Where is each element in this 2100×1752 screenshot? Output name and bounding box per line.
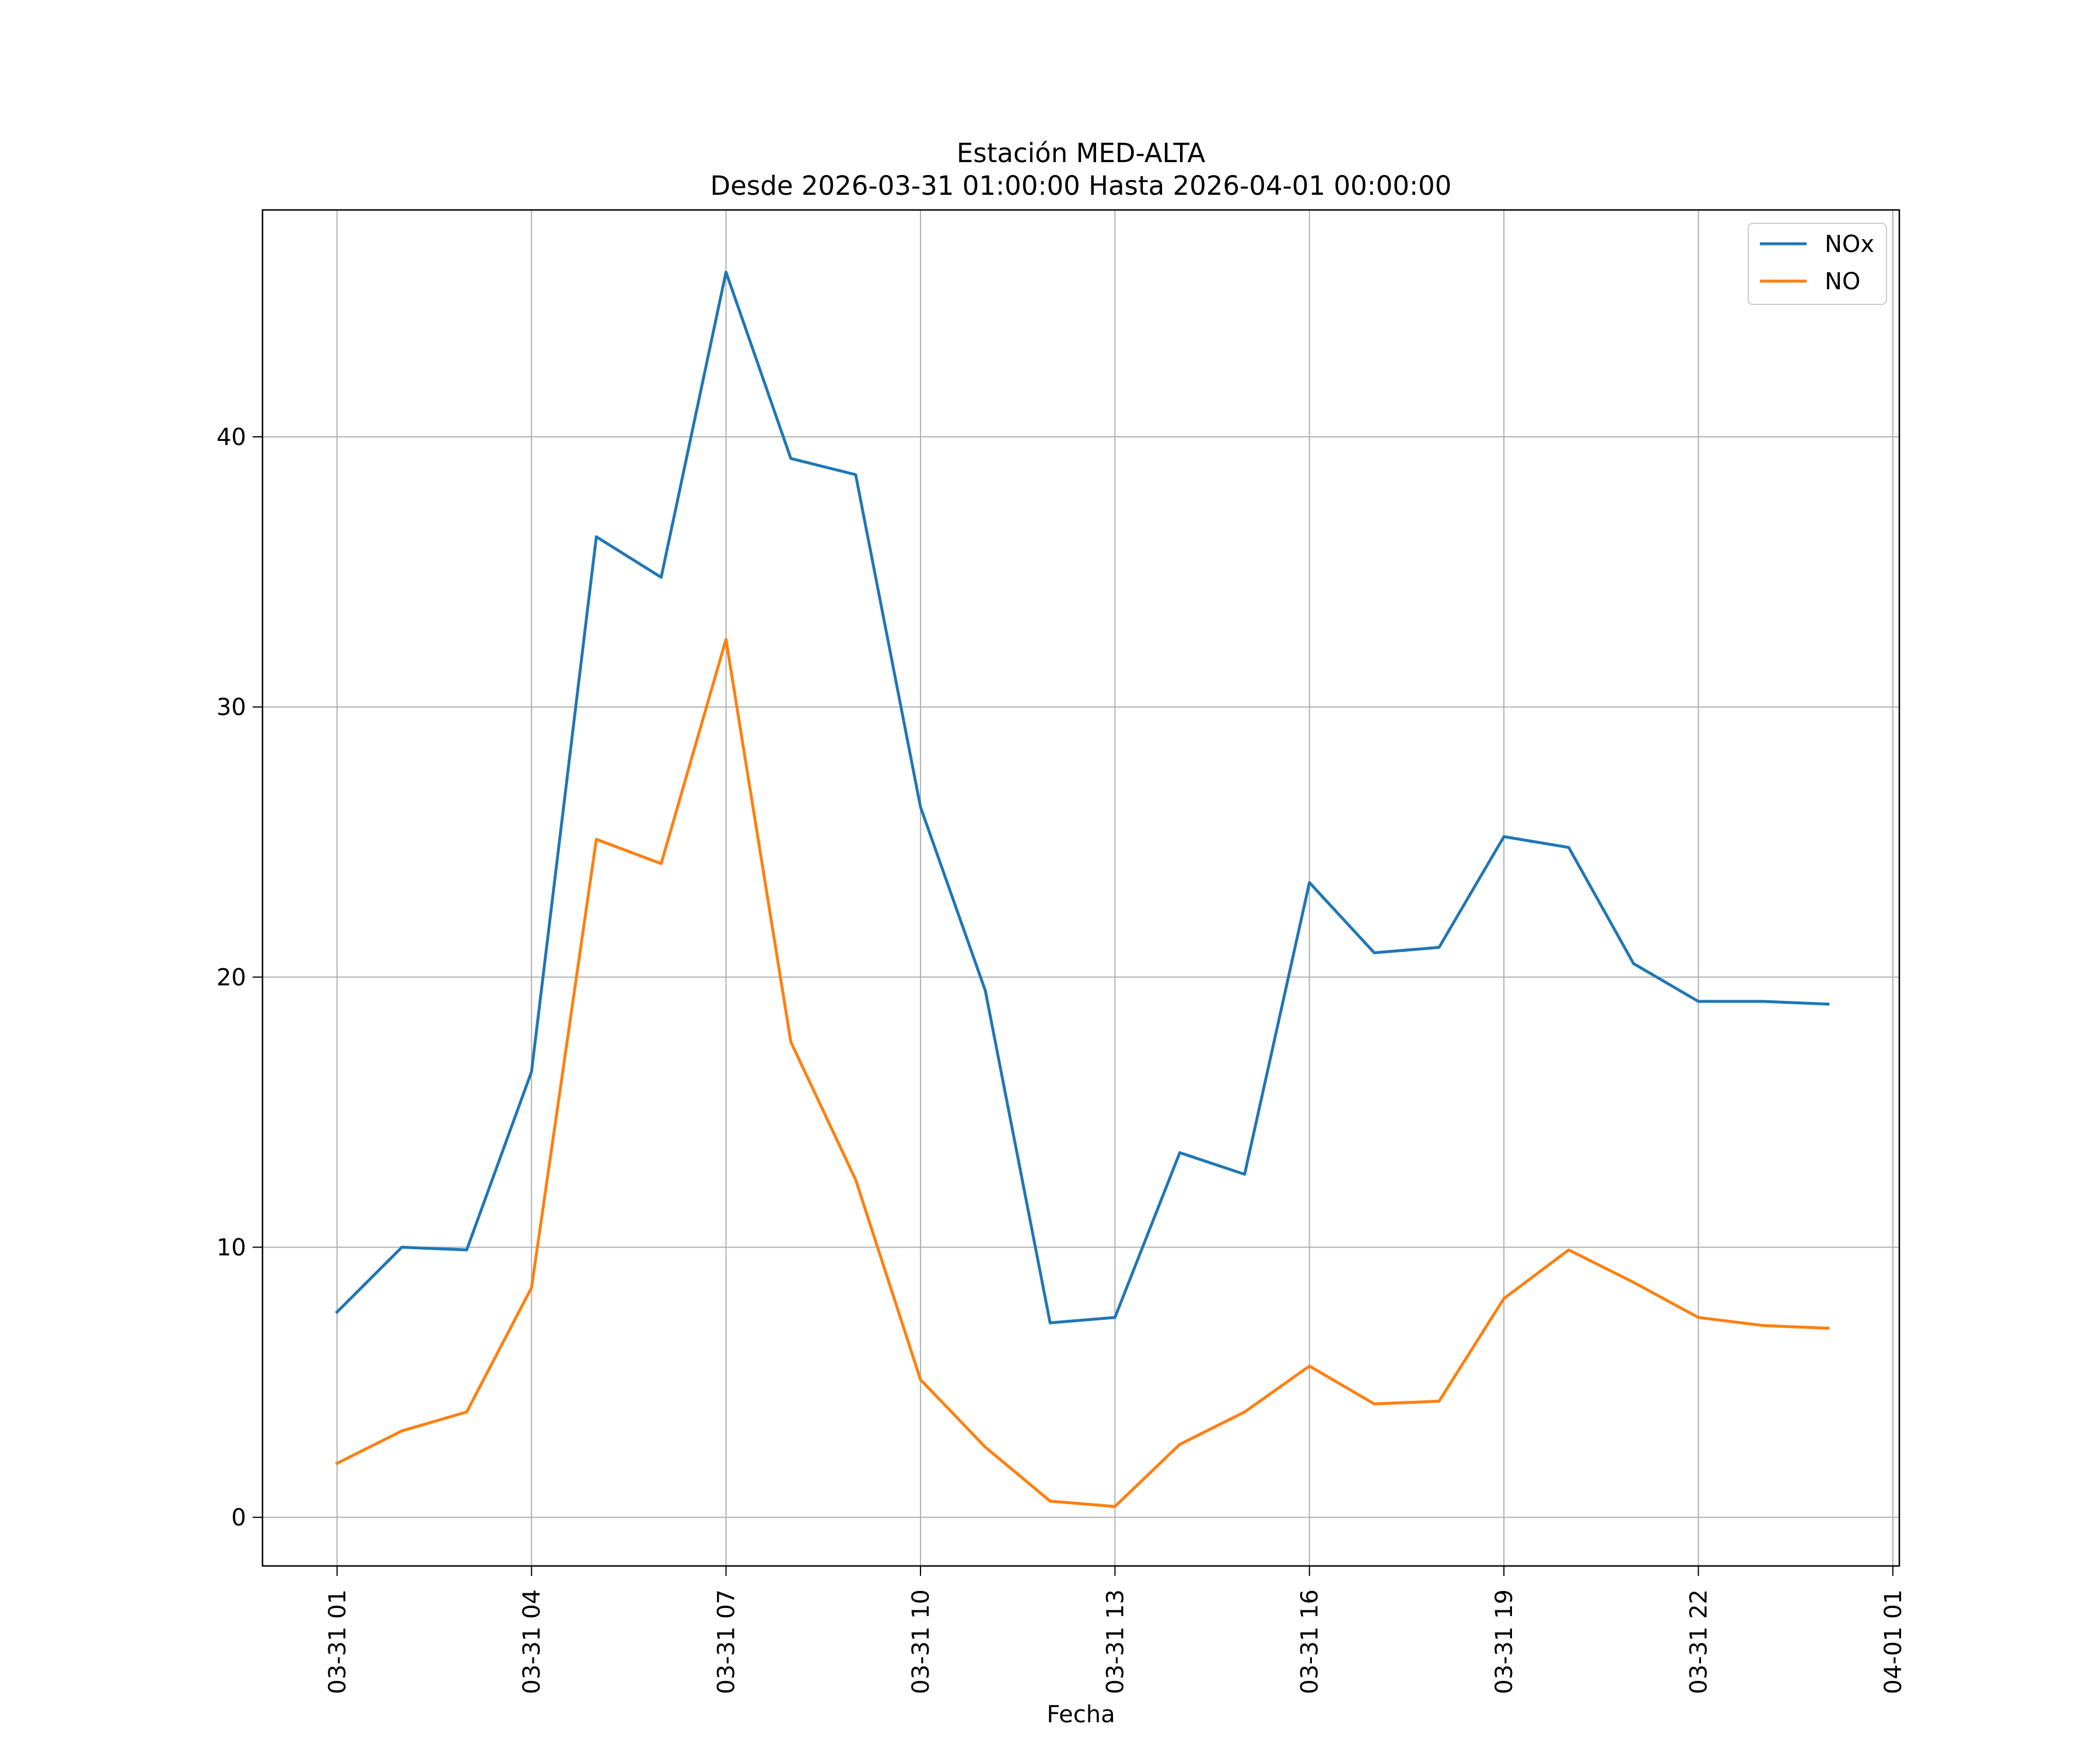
x-tick-label: 03-31 01 xyxy=(324,1589,351,1694)
y-tick-label: 10 xyxy=(216,1234,246,1261)
x-tick-label: 03-31 16 xyxy=(1297,1589,1324,1694)
x-tick-label: 03-31 22 xyxy=(1686,1589,1713,1694)
x-tick-label: 04-01 01 xyxy=(1880,1589,1907,1694)
y-tick-label: 0 xyxy=(232,1505,246,1532)
chart-title: Estación MED-ALTA xyxy=(957,138,1206,169)
x-tick-label: 03-31 04 xyxy=(519,1589,545,1694)
x-tick-label: 03-31 07 xyxy=(713,1589,740,1694)
ticks: 03-31 01 03-31 04 03-31 07 03-31 10 03-31 13… xyxy=(216,424,1907,1694)
y-tick-label: 20 xyxy=(216,964,246,991)
legend-label-no: NO xyxy=(1825,268,1860,295)
legend-label-nox: NOx xyxy=(1825,231,1874,258)
axes-frame xyxy=(261,209,1901,1567)
series-line-no xyxy=(335,637,1830,1508)
series-line-nox xyxy=(335,271,1830,1324)
chart-subtitle: Desde 2026-03-31 01:00:00 Hasta 2026-04-… xyxy=(710,170,1452,201)
series-lines xyxy=(335,271,1830,1508)
grid xyxy=(262,210,1899,1566)
y-tick-label: 30 xyxy=(216,694,246,721)
x-tick-label: 03-31 19 xyxy=(1491,1589,1518,1694)
x-tick-label: 03-31 13 xyxy=(1102,1589,1129,1694)
legend: NOx NO xyxy=(1748,223,1887,305)
x-tick-label: 03-31 10 xyxy=(908,1589,935,1694)
x-axis-label: Fecha xyxy=(1046,1701,1115,1728)
y-tick-label: 40 xyxy=(216,424,246,451)
